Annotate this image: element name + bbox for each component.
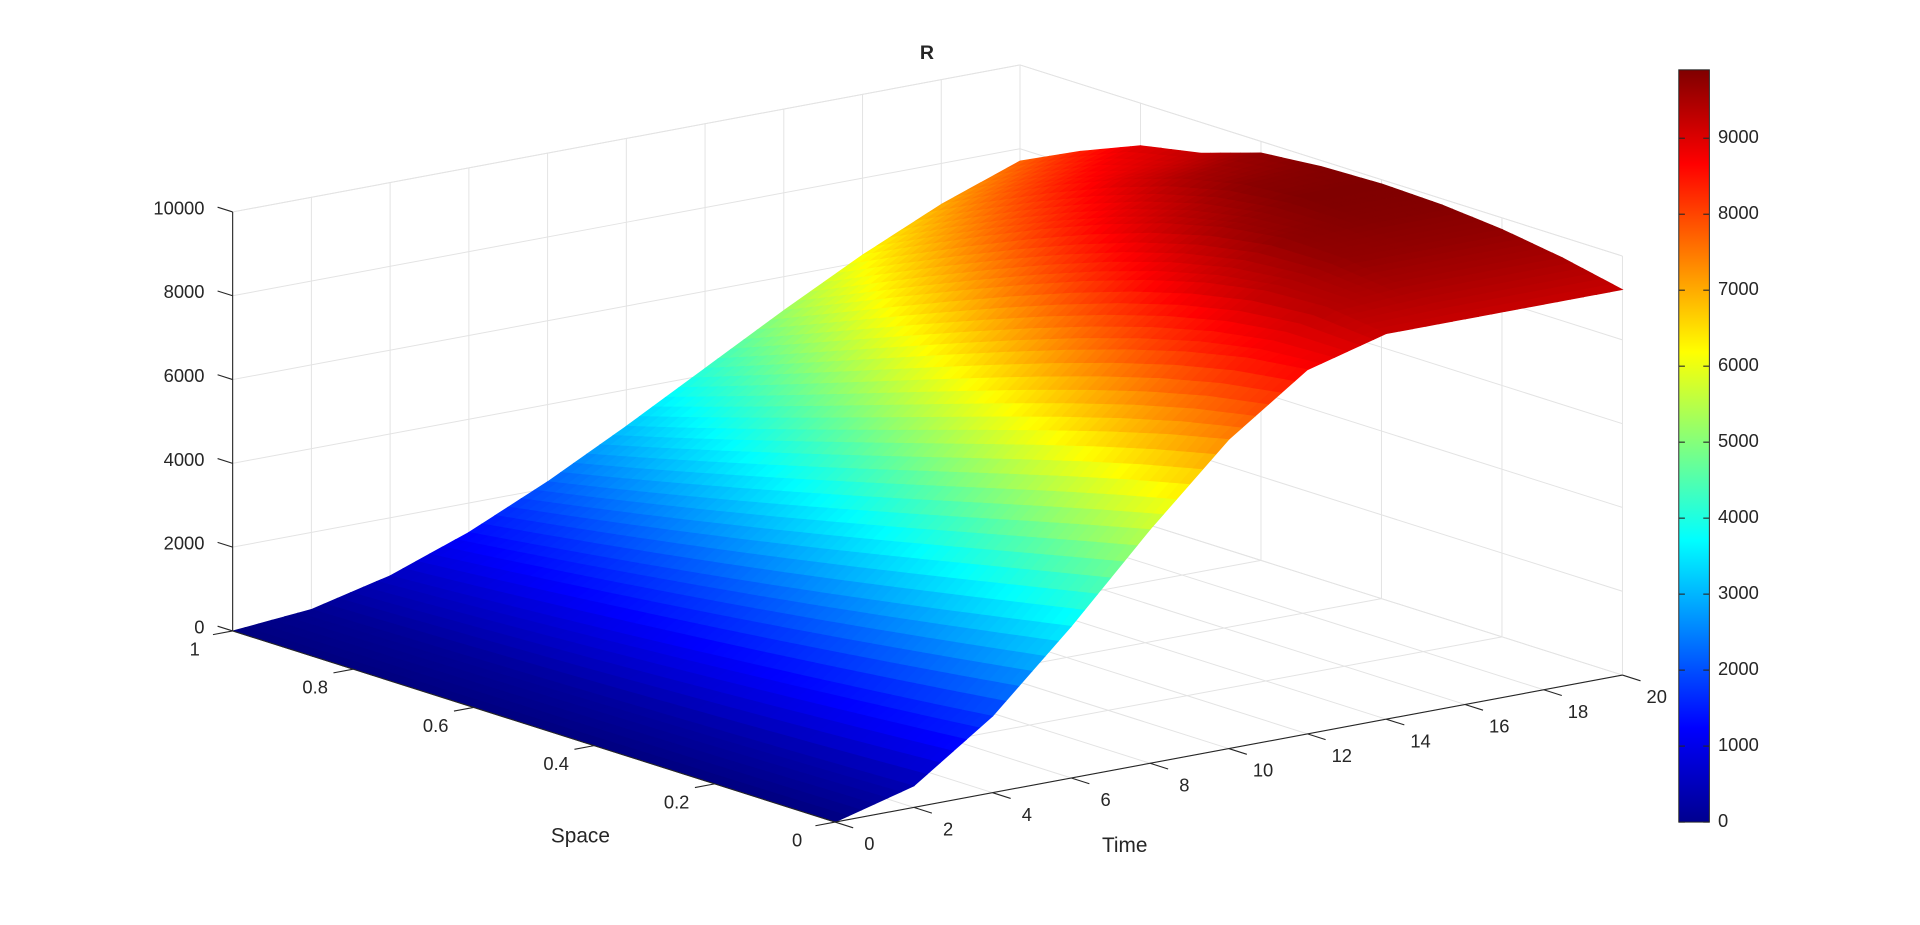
box-edge	[232, 64, 1021, 213]
x-tick	[1543, 689, 1562, 697]
z-tick-label: 10000	[153, 197, 204, 218]
x-tick-label: 18	[1568, 701, 1588, 722]
grid-line	[232, 148, 1021, 297]
x-tick-label: 6	[1100, 789, 1110, 810]
x-tick	[834, 821, 854, 829]
x-tick	[913, 806, 933, 814]
z-tick-label: 6000	[164, 365, 205, 386]
x-tick	[1622, 674, 1641, 682]
colorbar-tick-label: 1000	[1718, 734, 1759, 755]
colorbar-tick-label: 2000	[1718, 658, 1759, 679]
x-tick	[992, 792, 1011, 799]
y-tick	[453, 706, 474, 712]
x-tick-label: 0	[864, 833, 874, 854]
colorbar-tick-label: 7000	[1718, 278, 1759, 299]
y-axis-label: Space	[551, 824, 610, 847]
colorbar-tick-label: 3000	[1718, 582, 1759, 603]
x-tick-label: 8	[1179, 774, 1189, 795]
z-tick	[217, 206, 233, 213]
x-tick-label: 2	[943, 819, 953, 840]
x-tick	[1071, 777, 1090, 785]
x-tick	[1464, 703, 1484, 711]
y-tick-label: 0.4	[543, 753, 569, 774]
y-tick	[694, 783, 715, 789]
box-edge	[1019, 64, 1623, 257]
z-tick-label: 4000	[164, 449, 205, 470]
x-axis-label: Time	[1102, 834, 1147, 857]
x-tick	[1149, 762, 1169, 770]
x-tick	[1228, 748, 1248, 755]
colorbar-tick-label: 5000	[1718, 430, 1759, 451]
chart-title: R	[920, 42, 934, 64]
z-tick-label: 2000	[164, 533, 205, 554]
x-tick-label: 12	[1332, 745, 1352, 766]
z-tick	[217, 625, 233, 632]
y-tick-label: 0.2	[664, 791, 690, 812]
colorbar	[1678, 69, 1710, 823]
y-tick-label: 0.8	[302, 677, 328, 698]
y-tick-label: 0	[792, 830, 802, 851]
x-tick	[1307, 733, 1326, 741]
x-tick-label: 4	[1022, 804, 1032, 825]
x-tick-label: 14	[1410, 730, 1430, 751]
colorbar-tick-label: 9000	[1718, 126, 1759, 147]
y-tick	[333, 668, 354, 674]
y-tick	[212, 630, 233, 636]
x-tick-label: 10	[1253, 760, 1273, 781]
colorbar-tick-label: 8000	[1718, 202, 1759, 223]
x-tick	[1386, 718, 1405, 726]
x-tick-label: 16	[1489, 716, 1509, 737]
colorbar-tick-label: 6000	[1718, 354, 1759, 375]
z-tick	[217, 374, 233, 381]
z-tick-label: 0	[194, 616, 204, 637]
colorbar-tick-label: 0	[1718, 810, 1728, 831]
z-tick	[217, 290, 233, 297]
z-tick	[217, 541, 233, 548]
z-tick	[217, 458, 233, 464]
y-tick-label: 0.6	[423, 715, 449, 736]
x-tick-label: 20	[1647, 686, 1667, 707]
z-tick-label: 8000	[164, 281, 205, 302]
y-tick	[574, 745, 595, 750]
y-tick	[815, 821, 836, 827]
colorbar-tick-label: 4000	[1718, 506, 1759, 527]
y-tick-label: 1	[190, 638, 200, 659]
surface	[231, 145, 1624, 823]
